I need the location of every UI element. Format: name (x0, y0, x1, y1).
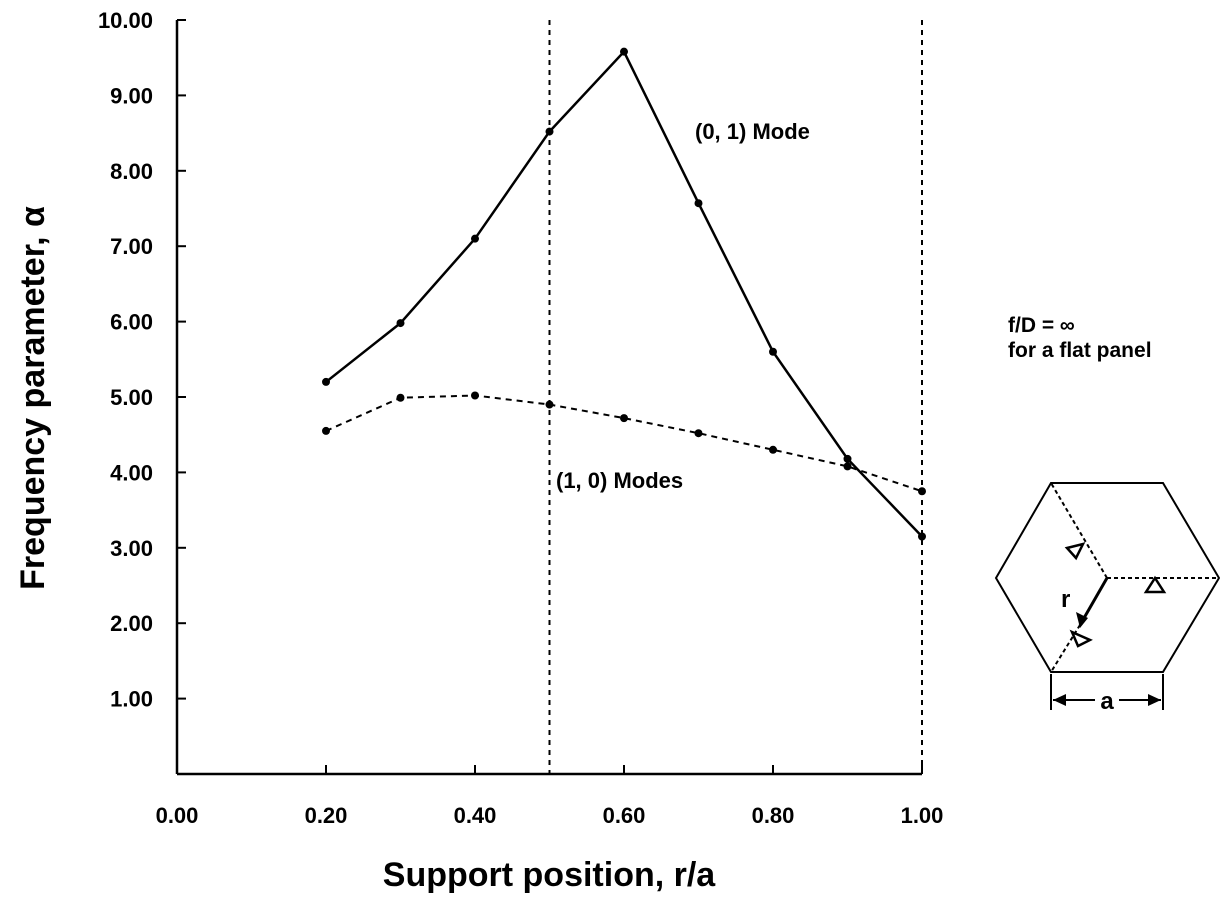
x-tick-label: 0.40 (454, 803, 497, 828)
data-point (918, 487, 926, 496)
series-label-mode-01: (0, 1) Mode (695, 119, 810, 144)
x-tick-label: 0.20 (305, 803, 348, 828)
series-line-1 (325, 394, 923, 493)
note-flat-panel-line1: f/D = ∞ (1008, 314, 1075, 337)
series (322, 47, 926, 541)
data-point (545, 127, 554, 136)
support-triangle-upper-icon (1064, 542, 1086, 561)
note-flat-panel-line2: for a flat panel (1008, 339, 1152, 362)
x-tick-label: 1.00 (901, 803, 944, 828)
data-point (322, 426, 330, 435)
y-tick-label: 2.00 (110, 611, 153, 636)
dimension-label: a (1100, 688, 1114, 715)
data-point (471, 391, 479, 400)
data-point (545, 400, 554, 409)
data-point (471, 234, 479, 243)
dimension-arrow-right-icon (1148, 694, 1161, 706)
x-tick-label: 0.60 (603, 803, 646, 828)
ticks: 1.00 2.00 3.00 4.00 5.00 6.00 7.00 8.00 9.00 10.0… (98, 8, 943, 828)
support-triangle-right-icon (1143, 575, 1167, 594)
data-point (396, 393, 405, 402)
data-point (843, 462, 852, 471)
support-line-upper (1050, 482, 1108, 579)
data-point (843, 454, 852, 463)
y-tick-label: 7.00 (110, 234, 153, 259)
y-tick-label: 1.00 (110, 687, 153, 712)
y-axis-title: Frequency parameter, α (14, 206, 52, 590)
hexagon-support-diagram: r a (994, 482, 1220, 715)
y-tick-label: 6.00 (110, 310, 153, 335)
y-tick-label: 3.00 (110, 536, 153, 561)
y-tick-label: 10.00 (98, 8, 153, 33)
y-tick-label: 8.00 (110, 159, 153, 184)
data-point (769, 445, 777, 454)
y-tick-label: 4.00 (110, 460, 153, 485)
data-point (620, 414, 628, 423)
x-tick-label: 0.00 (156, 803, 199, 828)
data-point (620, 47, 628, 56)
x-axis-title: Support position, r/a (383, 856, 717, 894)
hexagon-outline (994, 482, 1220, 673)
radius-label: r (1061, 586, 1070, 613)
radius-arrowhead-icon (1076, 612, 1088, 628)
dimension-arrow-left-icon (1053, 694, 1066, 706)
data-point (694, 199, 703, 208)
support-triangle-lower-icon (1069, 629, 1093, 648)
y-tick-label: 9.00 (110, 83, 153, 108)
x-tick-label: 0.80 (752, 803, 795, 828)
y-tick-label: 5.00 (110, 385, 153, 410)
data-point (322, 377, 330, 386)
data-point (396, 319, 405, 328)
data-point (918, 532, 926, 541)
support-line-lower (1050, 624, 1081, 673)
series-label-modes-10: (1, 0) Modes (556, 468, 683, 493)
data-point (694, 429, 703, 438)
data-point (769, 347, 777, 356)
